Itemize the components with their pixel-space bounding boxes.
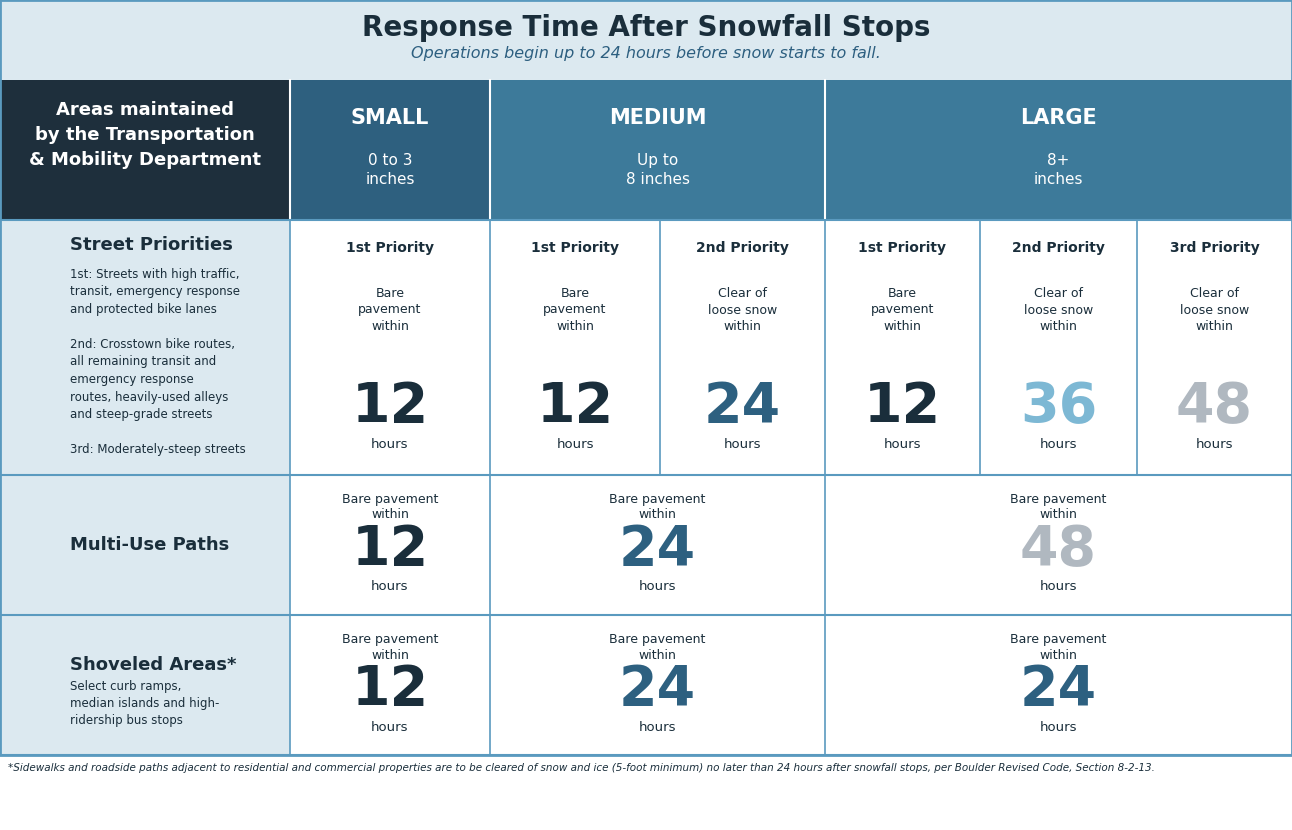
Text: hours: hours bbox=[371, 720, 408, 734]
Text: 48: 48 bbox=[1019, 523, 1097, 577]
Text: 24: 24 bbox=[704, 380, 782, 434]
Text: Bare
pavement
within: Bare pavement within bbox=[358, 287, 421, 333]
Text: Bare pavement
within: Bare pavement within bbox=[610, 492, 705, 521]
Text: Clear of
loose snow
within: Clear of loose snow within bbox=[708, 287, 776, 333]
Text: Response Time After Snowfall Stops: Response Time After Snowfall Stops bbox=[362, 14, 930, 42]
Text: 8+
inches: 8+ inches bbox=[1034, 153, 1083, 188]
Text: hours: hours bbox=[1040, 720, 1078, 734]
Text: Select curb ramps,
median islands and high-
ridership bus stops: Select curb ramps, median islands and hi… bbox=[70, 680, 220, 727]
Text: 12: 12 bbox=[351, 663, 429, 717]
FancyBboxPatch shape bbox=[289, 80, 490, 220]
Text: 24: 24 bbox=[1019, 663, 1097, 717]
Text: LARGE: LARGE bbox=[1021, 108, 1097, 128]
FancyBboxPatch shape bbox=[826, 80, 1292, 220]
FancyBboxPatch shape bbox=[0, 220, 289, 475]
Text: SMALL: SMALL bbox=[351, 108, 429, 128]
Text: 1st: Streets with high traffic,
transit, emergency response
and protected bike l: 1st: Streets with high traffic, transit,… bbox=[70, 268, 245, 456]
Text: Clear of
loose snow
within: Clear of loose snow within bbox=[1023, 287, 1093, 333]
FancyBboxPatch shape bbox=[0, 0, 1292, 80]
Text: Bare
pavement
within: Bare pavement within bbox=[871, 287, 934, 333]
Text: 12: 12 bbox=[351, 380, 429, 434]
Text: hours: hours bbox=[557, 438, 594, 452]
Text: Street Priorities: Street Priorities bbox=[70, 236, 233, 254]
FancyBboxPatch shape bbox=[289, 220, 1292, 475]
Text: MEDIUM: MEDIUM bbox=[609, 108, 707, 128]
Text: 12: 12 bbox=[536, 380, 614, 434]
Text: Bare pavement
within: Bare pavement within bbox=[610, 632, 705, 662]
Text: Bare pavement
within: Bare pavement within bbox=[342, 492, 438, 521]
Text: 48: 48 bbox=[1176, 380, 1253, 434]
Text: hours: hours bbox=[1040, 438, 1078, 452]
Text: 24: 24 bbox=[619, 663, 696, 717]
Text: 2nd Priority: 2nd Priority bbox=[1012, 241, 1105, 255]
Text: 0 to 3
inches: 0 to 3 inches bbox=[366, 153, 415, 188]
Text: 2nd Priority: 2nd Priority bbox=[696, 241, 789, 255]
Text: hours: hours bbox=[371, 438, 408, 452]
Text: Operations begin up to 24 hours before snow starts to fall.: Operations begin up to 24 hours before s… bbox=[411, 46, 881, 61]
Text: Shoveled Areas*: Shoveled Areas* bbox=[70, 656, 236, 674]
Text: Bare
pavement
within: Bare pavement within bbox=[544, 287, 607, 333]
Text: Bare pavement
within: Bare pavement within bbox=[1010, 492, 1107, 521]
Text: 1st Priority: 1st Priority bbox=[858, 241, 947, 255]
FancyBboxPatch shape bbox=[289, 475, 1292, 615]
Text: hours: hours bbox=[1040, 580, 1078, 593]
Text: 1st Priority: 1st Priority bbox=[346, 241, 434, 255]
Text: Areas maintained
by the Transportation
& Mobility Department: Areas maintained by the Transportation &… bbox=[28, 101, 261, 169]
Text: hours: hours bbox=[371, 580, 408, 593]
Text: 3rd Priority: 3rd Priority bbox=[1169, 241, 1260, 255]
FancyBboxPatch shape bbox=[0, 475, 289, 615]
Text: hours: hours bbox=[724, 438, 761, 452]
Text: 12: 12 bbox=[351, 523, 429, 577]
Text: hours: hours bbox=[638, 720, 676, 734]
FancyBboxPatch shape bbox=[0, 615, 289, 755]
Text: Multi-Use Paths: Multi-Use Paths bbox=[70, 536, 229, 554]
Text: Bare pavement
within: Bare pavement within bbox=[342, 632, 438, 662]
Text: 24: 24 bbox=[619, 523, 696, 577]
Text: *Sidewalks and roadside paths adjacent to residential and commercial properties : *Sidewalks and roadside paths adjacent t… bbox=[8, 763, 1155, 773]
Text: hours: hours bbox=[884, 438, 921, 452]
FancyBboxPatch shape bbox=[490, 80, 826, 220]
Text: 12: 12 bbox=[864, 380, 941, 434]
Text: 1st Priority: 1st Priority bbox=[531, 241, 619, 255]
Text: hours: hours bbox=[638, 580, 676, 593]
Text: Bare pavement
within: Bare pavement within bbox=[1010, 632, 1107, 662]
Text: hours: hours bbox=[1196, 438, 1234, 452]
Text: Up to
8 inches: Up to 8 inches bbox=[625, 153, 690, 188]
Text: Clear of
loose snow
within: Clear of loose snow within bbox=[1180, 287, 1249, 333]
Text: 36: 36 bbox=[1019, 380, 1097, 434]
FancyBboxPatch shape bbox=[0, 80, 289, 220]
FancyBboxPatch shape bbox=[289, 615, 1292, 755]
